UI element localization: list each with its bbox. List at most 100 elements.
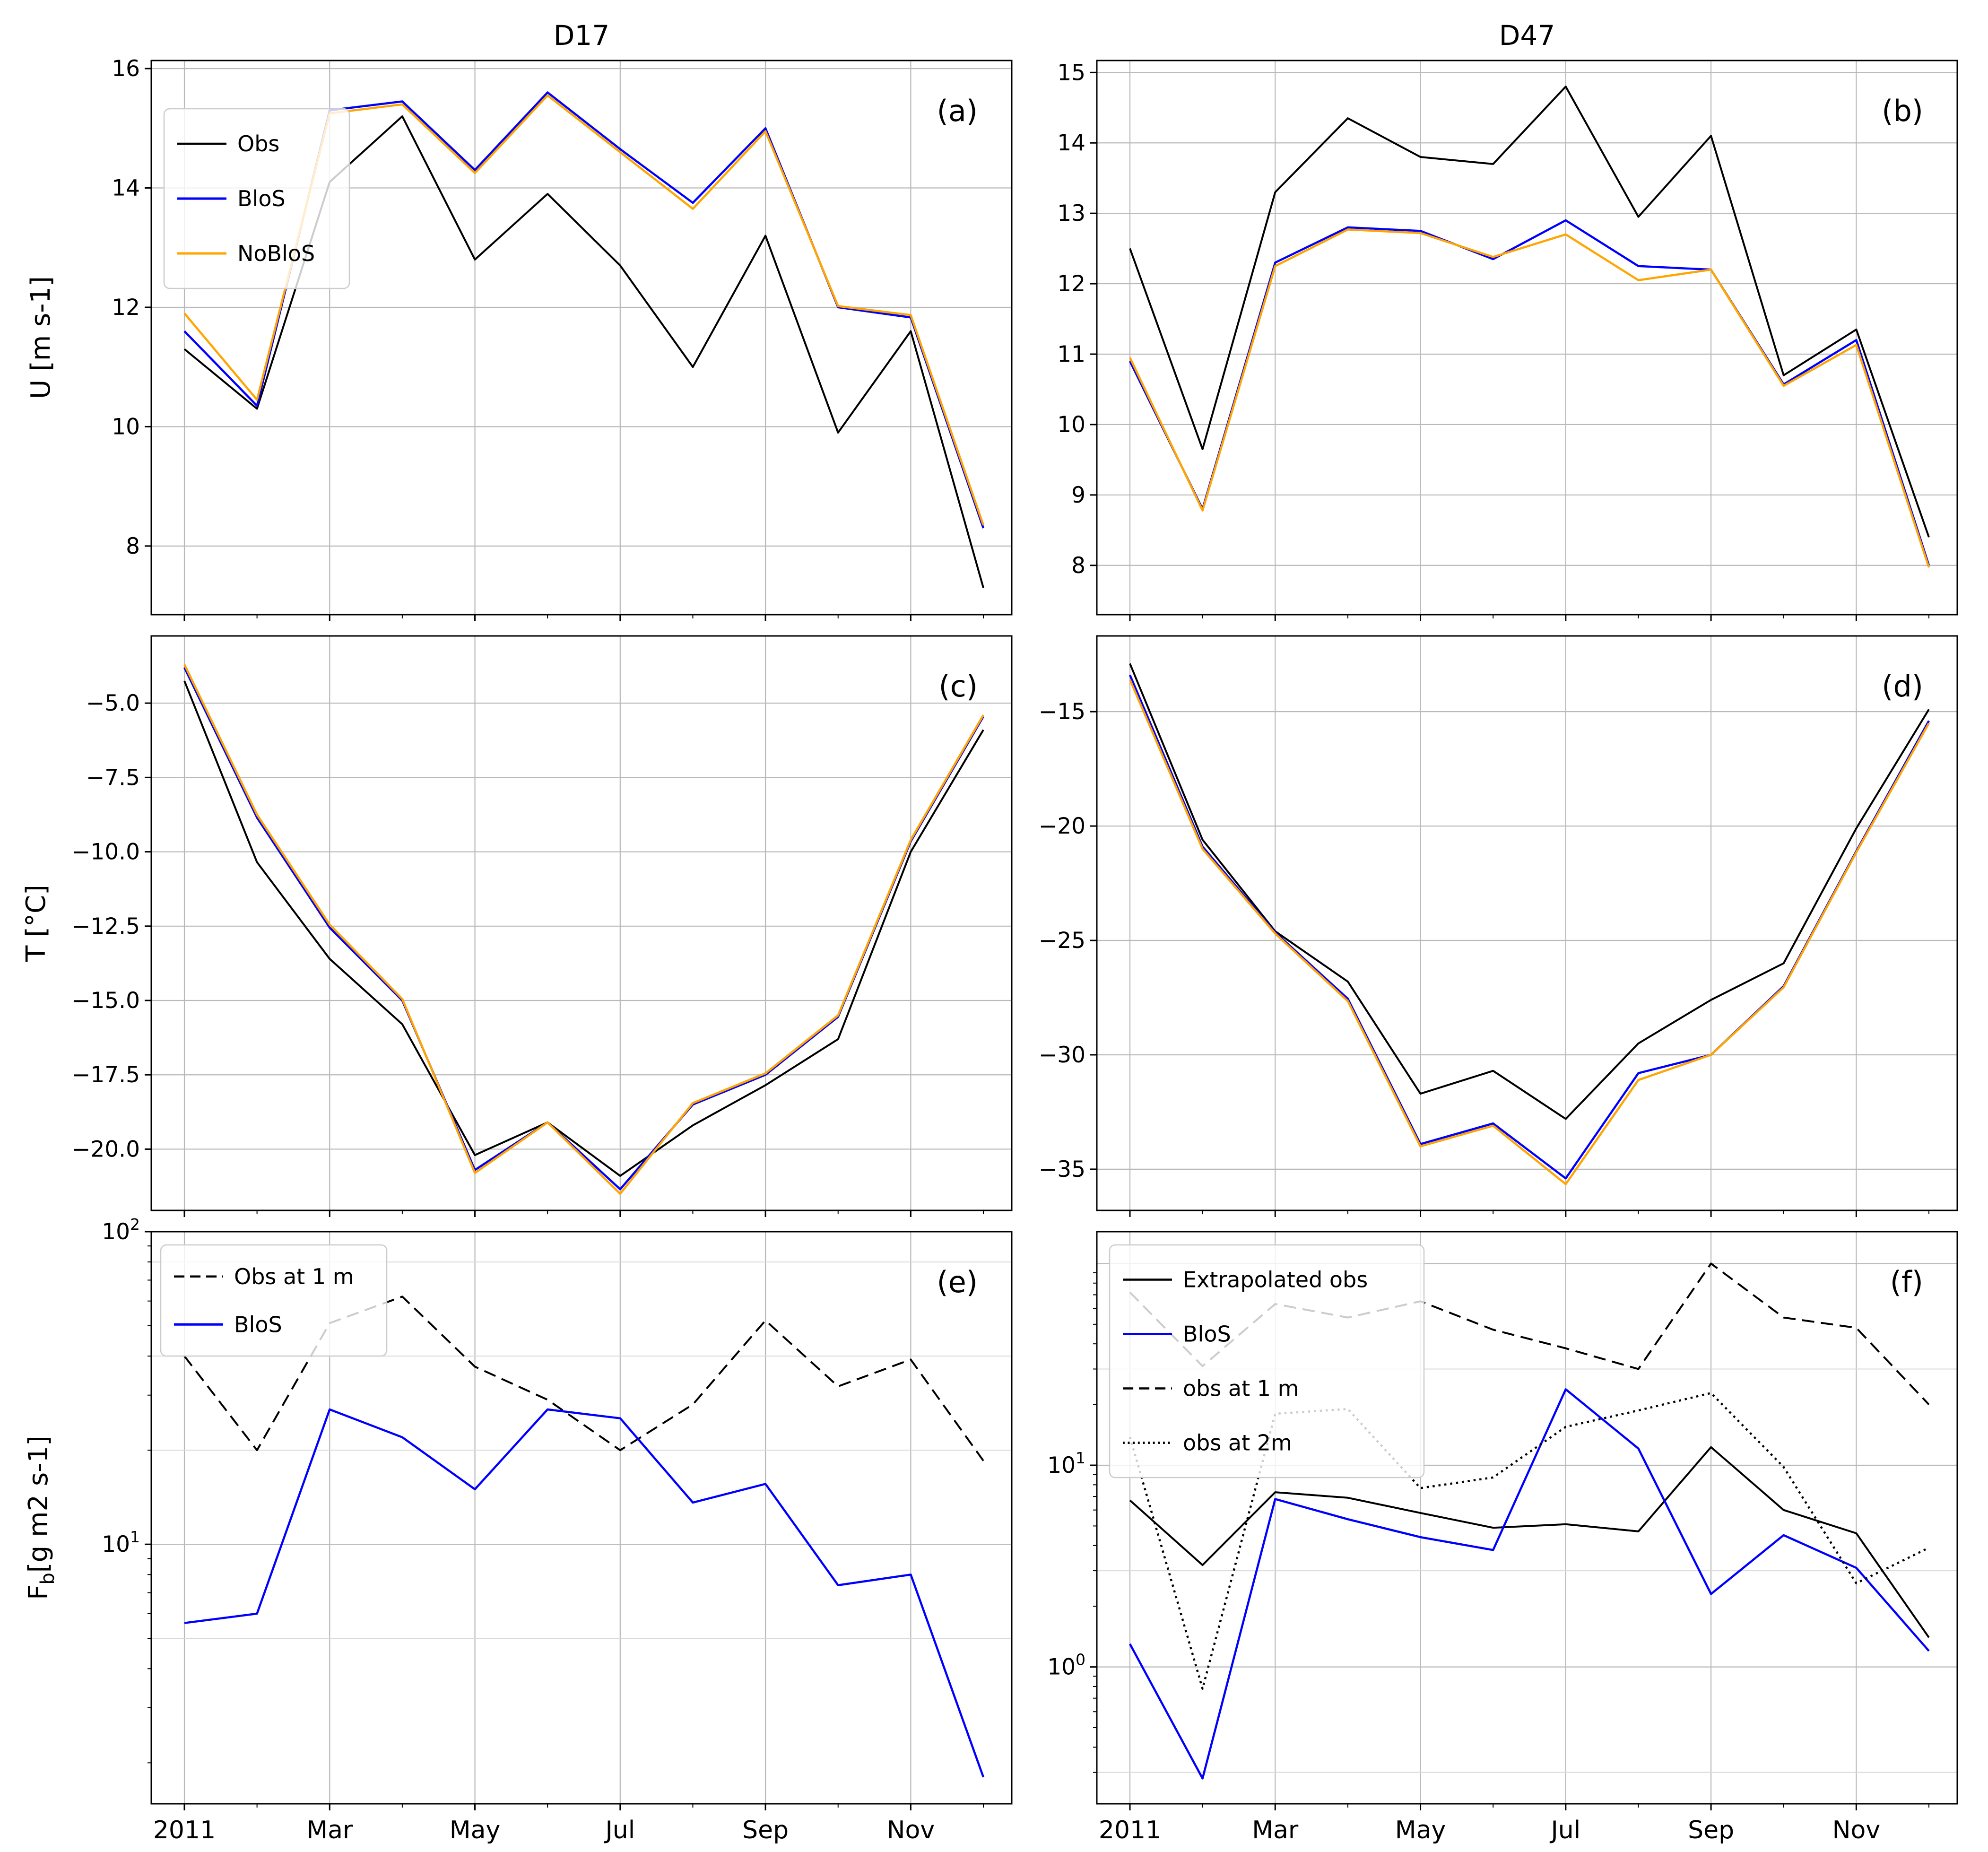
- y-tick-label: 11: [1057, 341, 1085, 367]
- x-tick-label: Mar: [306, 1816, 353, 1844]
- y-tick-label-exp: 101: [1047, 1449, 1085, 1478]
- panel-b-grid: [1097, 61, 1957, 615]
- x-tick-label: Nov: [1832, 1816, 1881, 1844]
- y-tick-label: 10: [1057, 412, 1085, 438]
- x-tick-label: Jul: [1549, 1816, 1580, 1844]
- panel-d: −15 −20 −25 −30 −35 (d): [1039, 635, 1958, 1217]
- panel-b-series: [1129, 86, 1930, 568]
- x-tick-label: Mar: [1252, 1816, 1299, 1844]
- panel-letter-d: (d): [1882, 669, 1923, 704]
- y-tick-label: −30: [1039, 1042, 1085, 1068]
- y-tick-label: 14: [1057, 130, 1085, 156]
- y-tick-label: −7.5: [86, 765, 140, 791]
- legend-label: Extrapolated obs: [1183, 1267, 1368, 1293]
- panel-c-series-blos: [183, 667, 984, 1191]
- y-tick-label: 8: [126, 533, 140, 559]
- panel-b-border: [1096, 60, 1958, 616]
- legend-label: NoBloS: [237, 241, 315, 266]
- x-tick-label: Sep: [1688, 1816, 1734, 1844]
- panel-e-series-blos: [184, 1408, 985, 1778]
- y-tick-label: −5.0: [86, 690, 140, 716]
- panel-d-grid: [1097, 636, 1957, 1210]
- legend-label: obs at 2m: [1183, 1430, 1292, 1456]
- panel-d-series: [1129, 663, 1930, 1185]
- legend-label: obs at 1 m: [1183, 1376, 1299, 1401]
- y-tick-label: 8: [1071, 553, 1085, 579]
- panel-a-ticks: [145, 68, 984, 621]
- x-tick-label: Nov: [887, 1816, 935, 1844]
- y-tick-label: −12.5: [72, 913, 140, 939]
- panel-c-series-obs: [183, 680, 984, 1177]
- legend-box: [1109, 1244, 1425, 1478]
- panel-title-b: D47: [1499, 19, 1555, 52]
- y-tick-label: −35: [1039, 1156, 1085, 1182]
- y-tick-label: −15.0: [72, 988, 140, 1014]
- panel-b-series-noblos: [1129, 228, 1930, 568]
- legend-label: BloS: [234, 1312, 282, 1337]
- y-tick-label: 12: [1057, 271, 1085, 297]
- legend-label: BloS: [237, 186, 286, 211]
- panel-a: Obs BloS NoBloS 8 10 12 14 16 (a) D17 U [m s-1]: [26, 19, 1013, 621]
- y-tick-label: 10: [112, 414, 140, 440]
- panel-e-series-obs-at-1-m: [183, 1296, 984, 1461]
- x-tick-label: 2011: [1099, 1816, 1161, 1844]
- y-axis-label-e: Fb[g m2 s-1]: [23, 1435, 59, 1600]
- x-tick-label: Sep: [742, 1816, 789, 1844]
- y-tick-label: 15: [1057, 60, 1085, 86]
- y-tick-label: 13: [1057, 200, 1085, 226]
- legend-box: [160, 1244, 388, 1357]
- panel-d-series-noblos: [1129, 679, 1930, 1185]
- panel-a-border: [150, 60, 1013, 616]
- panel-b-ticks: [1090, 71, 1929, 621]
- panel-letter-e: (e): [937, 1265, 978, 1299]
- y-tick-label-exp: 100: [1047, 1651, 1085, 1680]
- panel-f: Extrapolated obs BloS obs at 1 m obs at 2m 1…: [1047, 1231, 1958, 1844]
- panel-f-series: [1129, 1262, 1930, 1780]
- panel-letter-c: (c): [939, 669, 978, 704]
- panel-letter-f: (f): [1890, 1265, 1923, 1299]
- y-tick-label-exp: 101: [102, 1528, 140, 1557]
- legend-panel-a: Obs BloS NoBloS: [163, 108, 350, 289]
- panel-letter-a: (a): [937, 94, 978, 128]
- y-tick-label: −10.0: [72, 839, 140, 865]
- legend-label: Obs: [237, 131, 279, 157]
- x-tick-label: May: [1395, 1816, 1446, 1844]
- panel-letter-b: (b): [1882, 94, 1923, 128]
- panel-b: 8 9 10 11 12 13 14 15 (b) D47: [1057, 19, 1958, 621]
- y-axis-label-c: T [°C]: [21, 885, 52, 962]
- panel-a-grid: [151, 61, 1012, 615]
- panel-d-ticks: [1090, 711, 1929, 1217]
- panel-b-series-blos: [1129, 219, 1930, 566]
- panel-f-series-blos: [1129, 1388, 1930, 1780]
- y-tick-label: 14: [112, 175, 140, 201]
- panel-c-border: [150, 635, 1013, 1211]
- panel-c-series: [183, 664, 984, 1195]
- panel-c-ticks: [145, 702, 984, 1217]
- y-tick-label: 16: [112, 56, 140, 82]
- y-tick-label: 12: [112, 295, 140, 321]
- legend-label: BloS: [1183, 1322, 1231, 1347]
- y-tick-label-exp: 102: [102, 1215, 140, 1245]
- panel-f-border: [1096, 1231, 1958, 1805]
- panel-f-ticks: [1090, 1272, 1929, 1810]
- y-tick-label: −20: [1039, 813, 1085, 839]
- x-tick-label: May: [450, 1816, 501, 1844]
- panel-title-a: D17: [554, 19, 609, 52]
- y-tick-label: −25: [1039, 928, 1085, 954]
- panel-e-border: [150, 1231, 1013, 1805]
- y-axis-label-a: U [m s-1]: [26, 276, 56, 399]
- panel-e: Obs at 1 m BloS 102 101 2011 Mar May Jul Sep Nov (…: [23, 1215, 1013, 1844]
- panel-c-series-noblos: [183, 664, 984, 1195]
- legend-label: Obs at 1 m: [234, 1264, 354, 1289]
- panel-e-series: [183, 1296, 985, 1778]
- y-tick-label: −17.5: [72, 1062, 140, 1088]
- panel-d-series-obs: [1129, 663, 1930, 1120]
- legend-panel-f: Extrapolated obs BloS obs at 1 m obs at 2m: [1109, 1244, 1425, 1478]
- panel-e-ticks: [145, 1231, 984, 1810]
- y-tick-label: −15: [1039, 699, 1085, 725]
- panel-d-border: [1096, 635, 1958, 1211]
- panel-c: −5.0 −7.5 −10.0 −12.5 −15.0 −17.5 −20.0 (c) T [°…: [21, 635, 1013, 1217]
- x-tick-label: 2011: [153, 1816, 216, 1844]
